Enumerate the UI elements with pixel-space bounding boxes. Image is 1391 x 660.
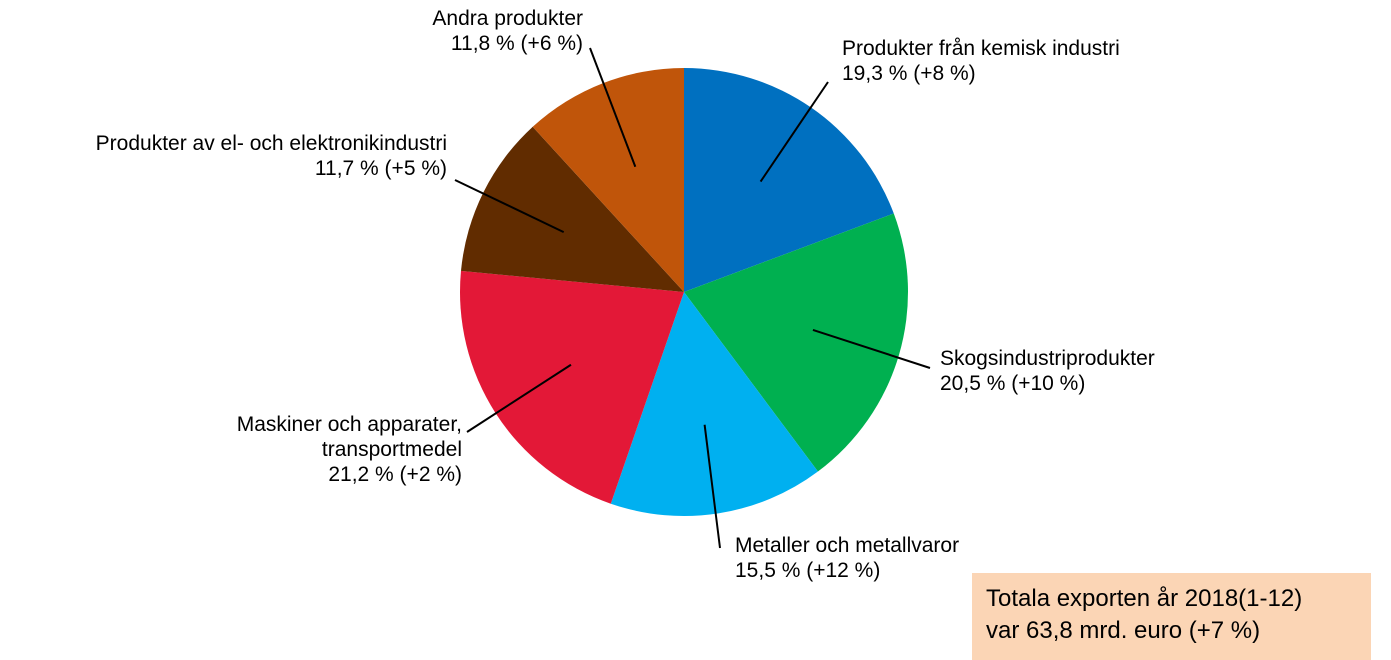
pie-slice xyxy=(460,270,684,504)
slice-label: Maskiner och apparater, transportmedel 21… xyxy=(237,412,462,487)
value-label: 20,5 % (+10 %) xyxy=(940,372,1086,395)
slice-label: Skogsindustriprodukter 20,5 % (+10 %) xyxy=(940,346,1155,396)
pie-slice xyxy=(532,68,684,292)
slice-label: Produkter av el- och elektronikindustri 1… xyxy=(96,131,447,181)
value-label: 15,5 % (+12 %) xyxy=(735,559,881,582)
pie-slice xyxy=(684,213,908,472)
category-label: Metaller och metallvaror xyxy=(735,534,960,557)
value-label: 11,8 % (+6 %) xyxy=(450,32,583,55)
category-label: Produkter av el- och elektronikindustri xyxy=(95,132,447,155)
pie-slice xyxy=(684,68,894,292)
annotation: Totala exporten år 2018(1-12) var 63,8 m… xyxy=(972,573,1371,660)
pie-slice xyxy=(610,292,818,516)
leader-line xyxy=(589,47,637,168)
category-label: Produkter från kemisk industri xyxy=(842,37,1120,60)
leader-line xyxy=(454,179,565,234)
category-label: Andra produkter xyxy=(432,7,583,30)
value-label: 19,3 % (+8 %) xyxy=(842,62,976,85)
leader-line xyxy=(466,363,572,433)
category-label: Skogsindustriprodukter xyxy=(940,347,1155,370)
leader-line xyxy=(703,424,721,549)
leader-line xyxy=(759,81,829,183)
value-label: 11,7 % (+5 %) xyxy=(314,157,447,180)
value-label: 21,2 % (+2 %) xyxy=(328,463,462,486)
pie-slice xyxy=(460,126,684,292)
slice-label: Produkter från kemisk industri 19,3 % (+8… xyxy=(842,36,1120,86)
slice-label: Metaller och metallvaror 15,5 % (+12 %) xyxy=(735,533,959,583)
leader-line xyxy=(812,328,931,369)
slice-label: Andra produkter 11,8 % (+6 %) xyxy=(432,6,583,56)
category-label: Maskiner och apparater, transportmedel xyxy=(236,413,462,461)
